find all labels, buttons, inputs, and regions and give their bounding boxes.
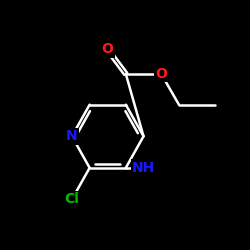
Text: Cl: Cl xyxy=(64,192,79,206)
Text: O: O xyxy=(102,42,113,56)
Text: N: N xyxy=(66,129,78,143)
Text: O: O xyxy=(155,67,167,81)
Text: NH: NH xyxy=(132,161,155,175)
